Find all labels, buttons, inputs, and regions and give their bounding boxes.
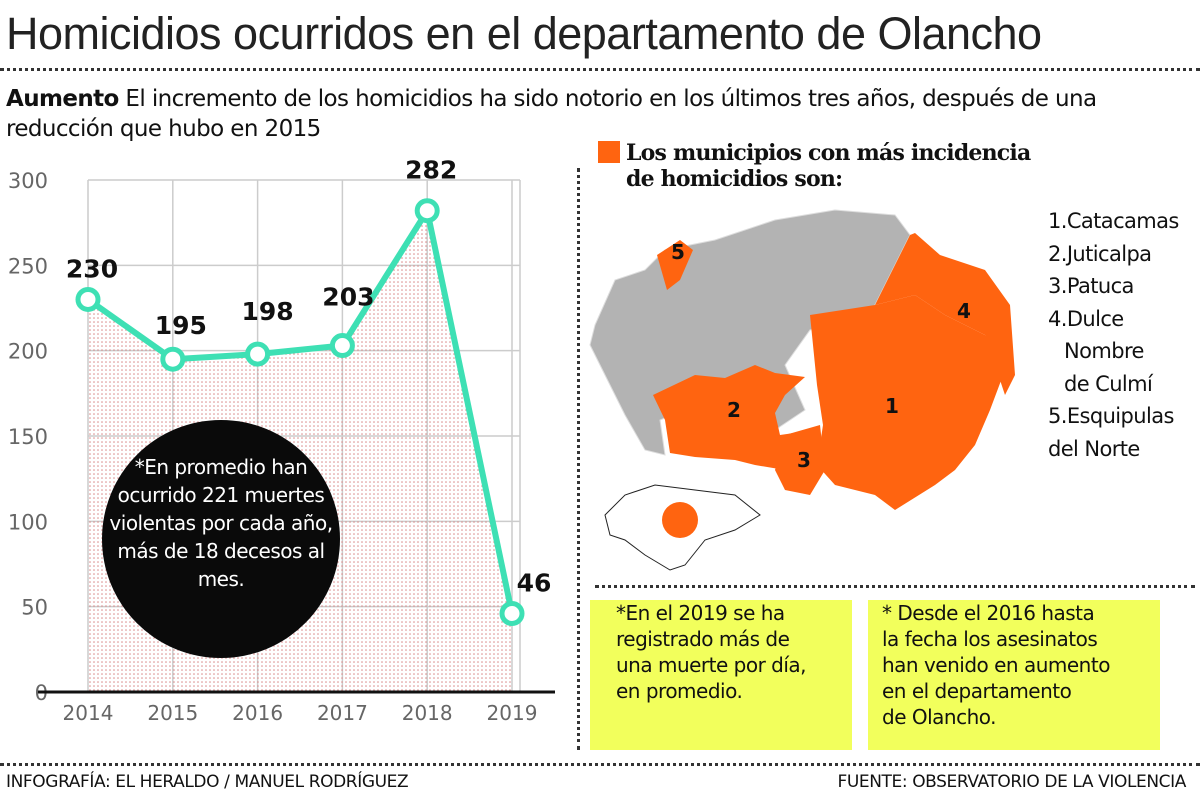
honduras-locator-map (604, 484, 761, 571)
x-tick-label: 2017 (317, 701, 368, 725)
data-point (329, 333, 355, 359)
legend-item: del Norte (1048, 436, 1140, 461)
source: FUENTE: OBSERVATORIO DE LA VIOLENCIA (837, 772, 1186, 792)
legend-item: de Culmí (1064, 371, 1153, 396)
subtitle: Aumento El incremento de los homicidios … (6, 84, 1196, 144)
credit: INFOGRAFÍA: EL HERALDO / MANUEL RODRÍGUE… (6, 772, 409, 792)
olancho-map: 1 2 3 4 5 (589, 209, 1015, 571)
data-label: 203 (322, 283, 374, 312)
orange-square-icon (598, 141, 620, 163)
data-label: 195 (155, 311, 207, 340)
y-tick-label: 50 (21, 596, 48, 620)
region-label: 4 (957, 299, 971, 323)
map-heading: Los municipios con más incidencia de hom… (598, 140, 1031, 192)
y-tick-label: 200 (8, 340, 48, 364)
data-label: 198 (242, 297, 294, 326)
x-tick-label: 2014 (63, 701, 114, 725)
map-region-3 (775, 425, 825, 495)
legend-item: 2.Juticalpa (1048, 241, 1152, 266)
region-label: 3 (797, 448, 811, 472)
subtitle-lead: Aumento (6, 86, 119, 112)
region-label: 1 (885, 394, 899, 418)
x-tick-label: 2019 (487, 701, 538, 725)
data-label: 230 (66, 254, 118, 283)
divider (577, 168, 580, 750)
municipio-legend: 1.Catacamas 2.Juticalpa 3.Patuca 4.Dulce… (1048, 205, 1179, 465)
divider (0, 68, 1200, 71)
x-tick-label: 2018 (402, 701, 453, 725)
data-label: 46 (517, 568, 552, 597)
note-2016: * Desde el 2016 hasta la fecha los asesin… (868, 600, 1160, 750)
note-2019: *En el 2019 se ha registrado más de una mu… (590, 600, 852, 750)
x-tick-label: 2015 (147, 701, 198, 725)
legend-item: 5.Esquipulas (1048, 404, 1174, 428)
data-label: 282 (405, 160, 457, 185)
divider (595, 585, 1195, 588)
olancho-highlight (662, 502, 698, 538)
y-tick-label: 150 (8, 425, 48, 449)
legend-item: 4.Dulce (1048, 306, 1124, 331)
data-point (414, 198, 440, 224)
data-points (75, 198, 525, 626)
y-tick-label: 300 (8, 169, 48, 193)
x-tick-label: 2016 (232, 701, 283, 725)
map-region-2 (653, 365, 815, 470)
map-region-1 (810, 295, 1005, 510)
data-point (245, 341, 271, 367)
x-axis: 2014 2015 2016 2017 2018 2019 (63, 701, 538, 725)
data-point (75, 286, 101, 312)
y-axis: 050100150200250300 (8, 169, 48, 705)
page-title: Homicidios ocurridos en el departamento … (6, 8, 1042, 59)
average-callout: *En promedio han ocurrido 221 muertes vi… (102, 420, 340, 658)
map-region-5 (657, 240, 693, 290)
region-label: 2 (727, 398, 741, 422)
y-tick-label: 250 (8, 254, 48, 278)
legend-item: 1.Catacamas (1048, 209, 1179, 233)
region-label: 5 (671, 240, 685, 264)
divider (0, 763, 1200, 766)
data-labels: 230 195 198 203 282 46 (66, 160, 551, 597)
y-tick-label: 100 (8, 510, 48, 534)
data-point (160, 346, 186, 372)
legend-item: Nombre (1064, 339, 1144, 363)
map-region-4 (875, 233, 1015, 395)
series-line (86, 207, 515, 615)
legend-item: 3.Patuca (1048, 274, 1134, 298)
data-point (499, 600, 525, 626)
subtitle-text: El incremento de los homicidios ha sido … (6, 86, 1097, 142)
